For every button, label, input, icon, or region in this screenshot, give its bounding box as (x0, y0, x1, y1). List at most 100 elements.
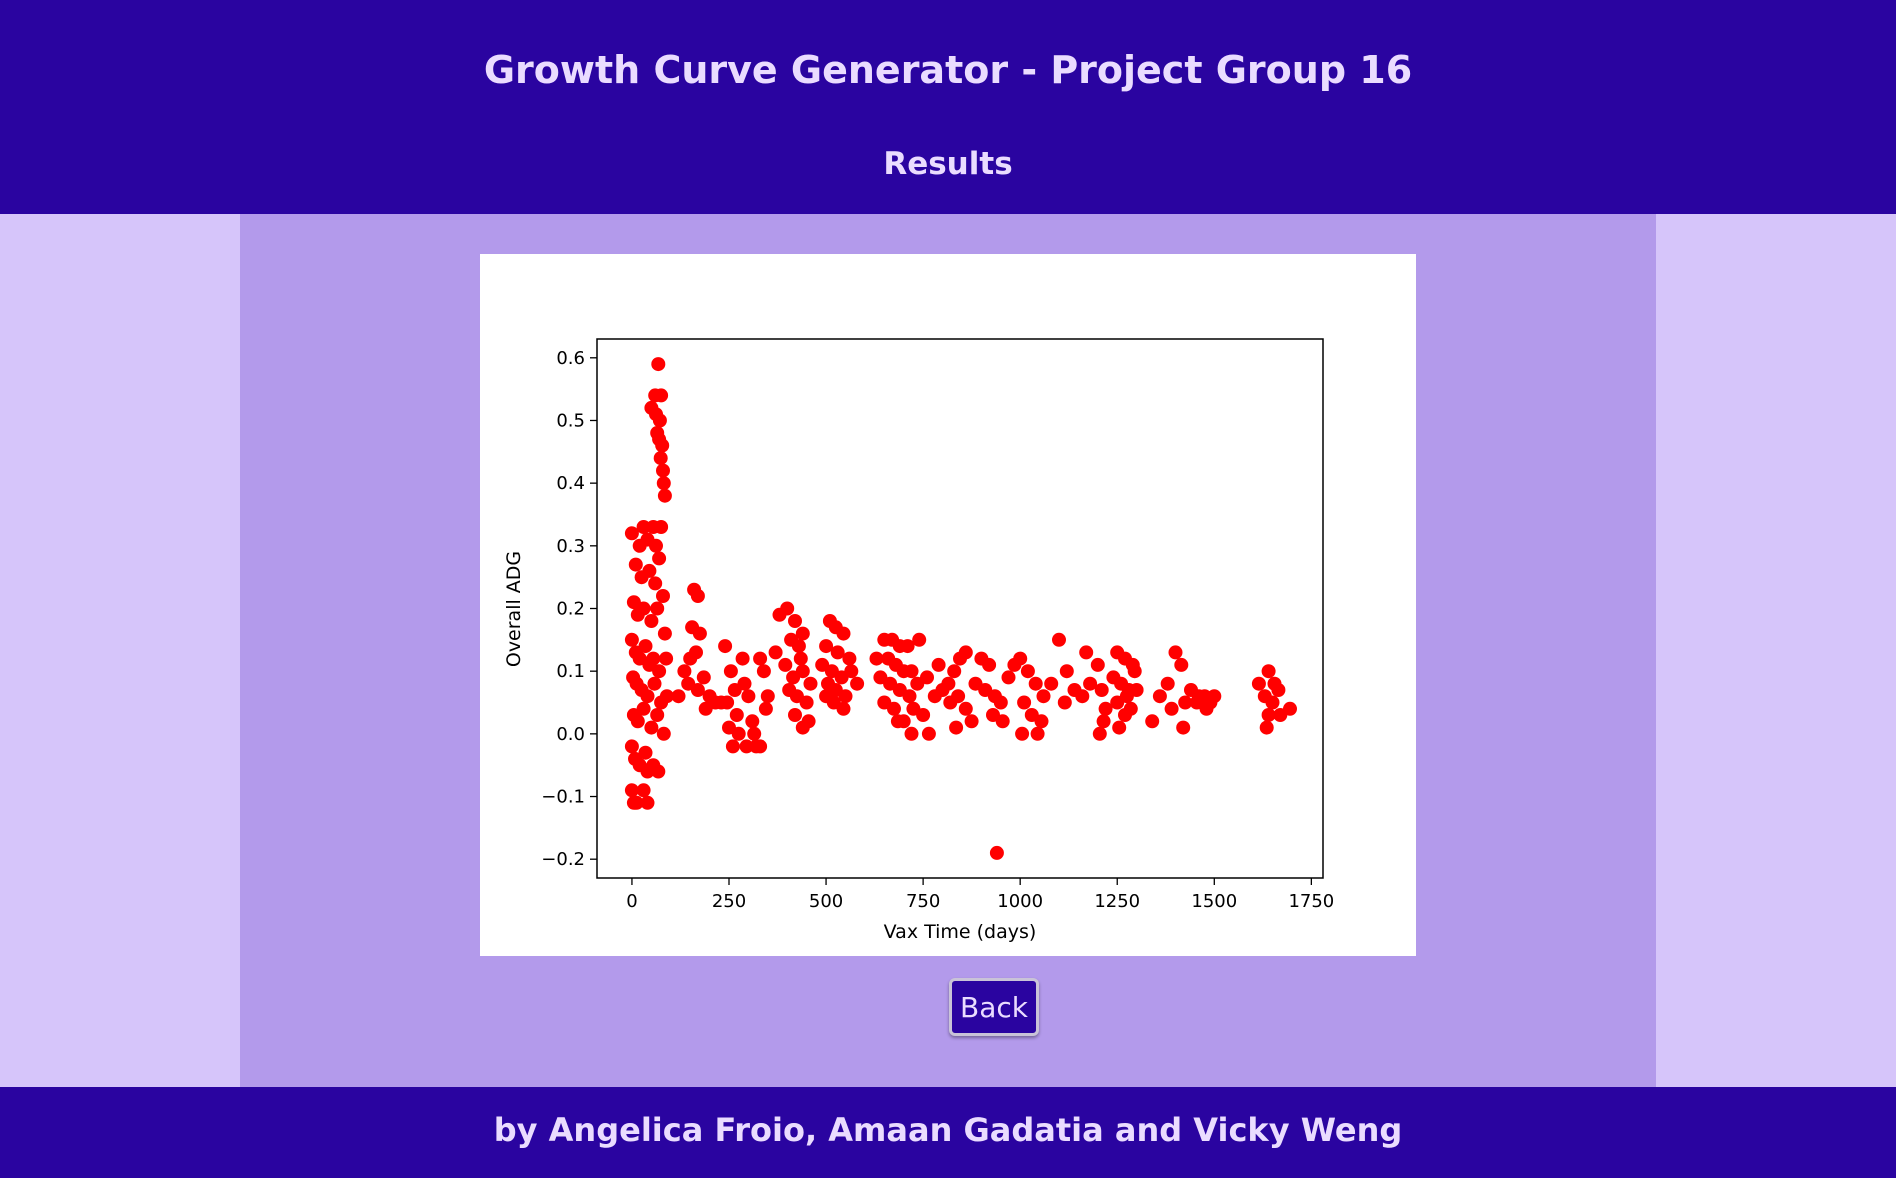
y-axis-ticks: −0.2 −0.1 0.0 0.1 0.2 0.3 0.4 0.5 0.6 (541, 348, 597, 870)
scatter-chart: 0 250 500 750 1000 1250 1500 1750 −0.2 −0.1 0.0 0.… (503, 338, 1334, 943)
header: Growth Curve Generator - Project Group 1… (0, 0, 1896, 214)
back-button[interactable]: Back (949, 978, 1039, 1036)
data-point (636, 601, 651, 616)
data-point (1092, 726, 1107, 741)
data-point (1044, 676, 1059, 691)
data-point (902, 689, 917, 704)
data-point (1034, 714, 1049, 729)
data-point (649, 538, 663, 553)
data-point (1079, 645, 1094, 660)
data-point (718, 639, 733, 654)
data-point (624, 739, 639, 754)
data-point (655, 438, 670, 453)
data-point (1164, 701, 1179, 716)
data-point (1094, 683, 1109, 697)
data-point (720, 695, 735, 710)
data-point (949, 720, 964, 735)
data-point (654, 520, 669, 534)
data-point (677, 664, 692, 679)
data-point (1160, 676, 1175, 691)
data-point (640, 795, 655, 810)
data-point (745, 714, 760, 729)
data-point (803, 676, 818, 691)
data-point (651, 357, 666, 372)
data-point (636, 701, 651, 716)
data-point (982, 657, 997, 672)
data-point (795, 664, 810, 679)
y-tick-label: 0.4 (556, 473, 585, 494)
data-point (690, 683, 705, 697)
data-point (725, 739, 740, 754)
data-point (921, 726, 936, 741)
data-point (1207, 689, 1222, 704)
footer-credits: by Angelica Froio, Amaan Gadatia and Vic… (493, 1111, 1403, 1149)
x-tick-label: 250 (712, 891, 746, 912)
data-point (624, 783, 639, 798)
data-point (801, 714, 816, 729)
data-point (636, 783, 651, 798)
data-point (1017, 695, 1032, 710)
data-point (1265, 695, 1280, 710)
data-point (1178, 695, 1193, 710)
data-point (652, 664, 667, 679)
data-point (638, 745, 653, 760)
data-point (993, 695, 1008, 710)
data-point (793, 651, 808, 666)
y-axis-label: Overall ADG (503, 551, 525, 667)
data-point (799, 695, 814, 710)
data-point (838, 689, 853, 704)
results-plot: 0 250 500 750 1000 1250 1500 1750 −0.2 −0.1 0.0 0.… (480, 254, 1416, 956)
data-point (788, 708, 802, 722)
data-point (947, 664, 962, 679)
x-axis-ticks: 0 250 500 750 1000 1250 1500 1750 (626, 878, 1334, 912)
data-points (624, 357, 1297, 860)
data-point (1098, 701, 1113, 716)
data-point (958, 701, 973, 716)
x-tick-label: 1250 (1094, 891, 1140, 912)
data-point (869, 651, 884, 666)
data-point (624, 526, 639, 541)
data-point (657, 488, 672, 503)
data-point (920, 670, 934, 685)
y-tick-label: 0.5 (556, 410, 585, 431)
data-point (1259, 720, 1274, 735)
data-point (995, 714, 1010, 729)
data-point (647, 676, 662, 691)
data-point (904, 664, 919, 679)
data-point (788, 614, 802, 628)
data-point (640, 689, 655, 704)
data-point (644, 614, 659, 628)
data-point (653, 451, 668, 466)
data-point (692, 626, 707, 641)
data-point (1083, 676, 1098, 691)
page-subtitle: Results (883, 146, 1013, 182)
data-point (683, 651, 698, 666)
data-point (741, 689, 756, 704)
plot-frame (596, 338, 1324, 879)
data-point (656, 476, 671, 491)
data-point (1261, 664, 1276, 679)
data-point (650, 601, 665, 616)
data-point (729, 708, 744, 722)
data-point (989, 845, 1004, 860)
data-point (1251, 676, 1266, 691)
data-point (723, 664, 738, 679)
data-point (964, 714, 979, 729)
data-point (758, 701, 773, 716)
data-point (671, 689, 686, 704)
data-point (904, 726, 919, 741)
x-tick-label: 0 (626, 891, 637, 912)
x-axis-label: Vax Time (days) (884, 921, 1037, 943)
data-point (1059, 664, 1074, 679)
data-point (941, 676, 956, 691)
data-point (632, 538, 647, 553)
data-point (1119, 689, 1134, 704)
data-point (1112, 720, 1127, 735)
data-point (1052, 632, 1066, 647)
data-point (780, 601, 795, 616)
data-point (830, 645, 845, 660)
data-point (644, 720, 659, 735)
y-tick-label: −0.1 (541, 787, 585, 808)
data-point (1057, 695, 1072, 710)
data-point (656, 589, 670, 603)
